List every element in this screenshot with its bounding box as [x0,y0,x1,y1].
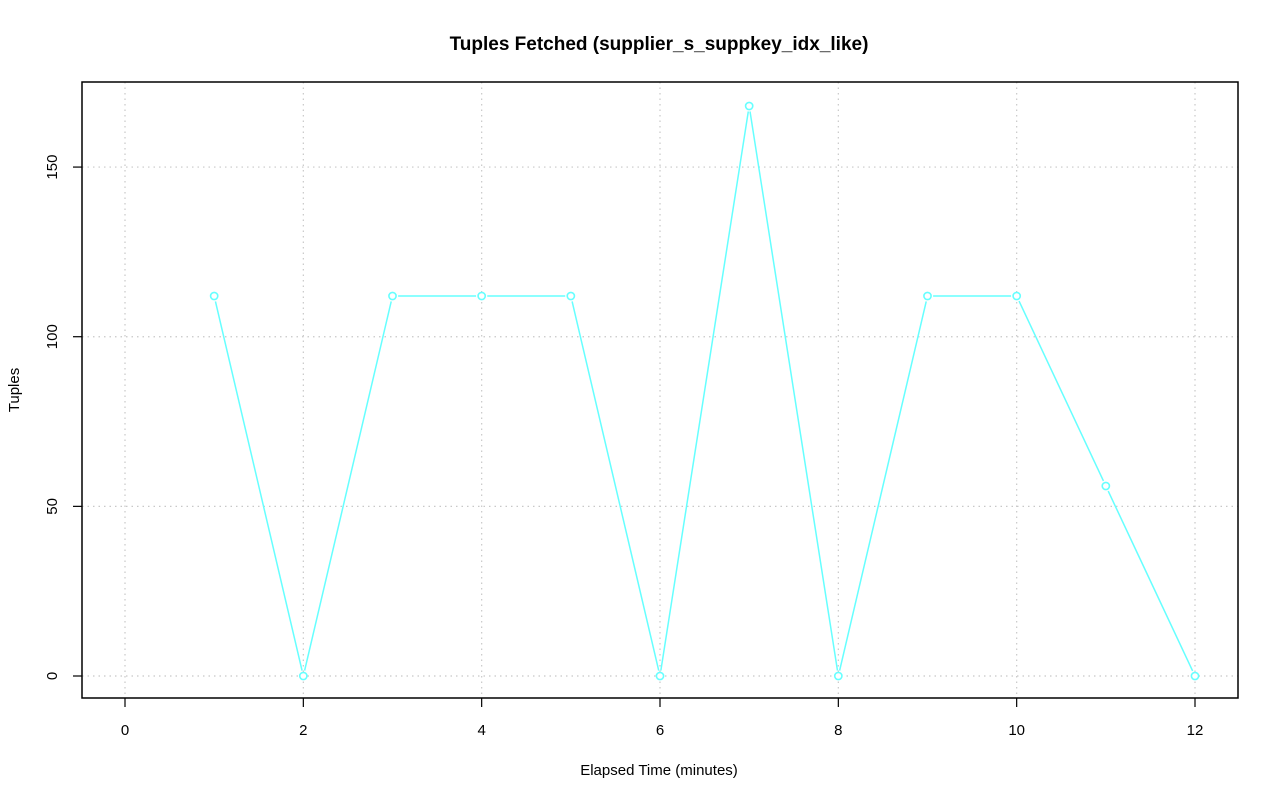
series-line-segment [1018,300,1105,482]
data-point [298,671,308,681]
data-point [1101,481,1111,491]
series-line-segment [660,111,750,671]
series-line-segment [571,301,660,671]
data-point [209,291,219,301]
x-tick-label: 10 [1008,722,1025,739]
x-tick-label: 6 [656,722,664,739]
x-tick-label: 4 [477,722,485,739]
x-tick-label: 0 [121,722,129,739]
series-line-segment [214,301,303,671]
y-tick-label: 50 [44,498,61,515]
data-point [833,671,843,681]
x-axis: 0 2 4 6 8 10 12 [121,698,1204,739]
series-line-segment [303,301,392,671]
y-tick-label: 0 [44,672,61,680]
y-axis-label: Tuples [6,368,23,412]
grid [82,82,1238,698]
data-point [923,291,932,301]
data-point [566,291,576,301]
data-point [655,671,665,681]
series-layer [209,101,1200,681]
y-axis: 0 50 100 150 [44,155,82,680]
data-point [477,291,487,301]
data-point [744,101,754,111]
data-point [1190,671,1200,681]
x-tick-label: 8 [834,722,842,739]
y-tick-label: 150 [44,155,61,180]
x-tick-label: 2 [299,722,307,739]
x-tick-label: 12 [1187,722,1204,739]
y-tick-label: 100 [44,324,61,349]
x-axis-label: Elapsed Time (minutes) [580,762,738,779]
series-line-segment [838,301,927,671]
series-line-segment [749,111,839,671]
chart-title: Tuples Fetched (supplier_s_suppkey_idx_l… [450,34,869,55]
data-point [388,291,397,301]
data-point [1012,291,1022,301]
series-line-segment [1107,490,1194,672]
